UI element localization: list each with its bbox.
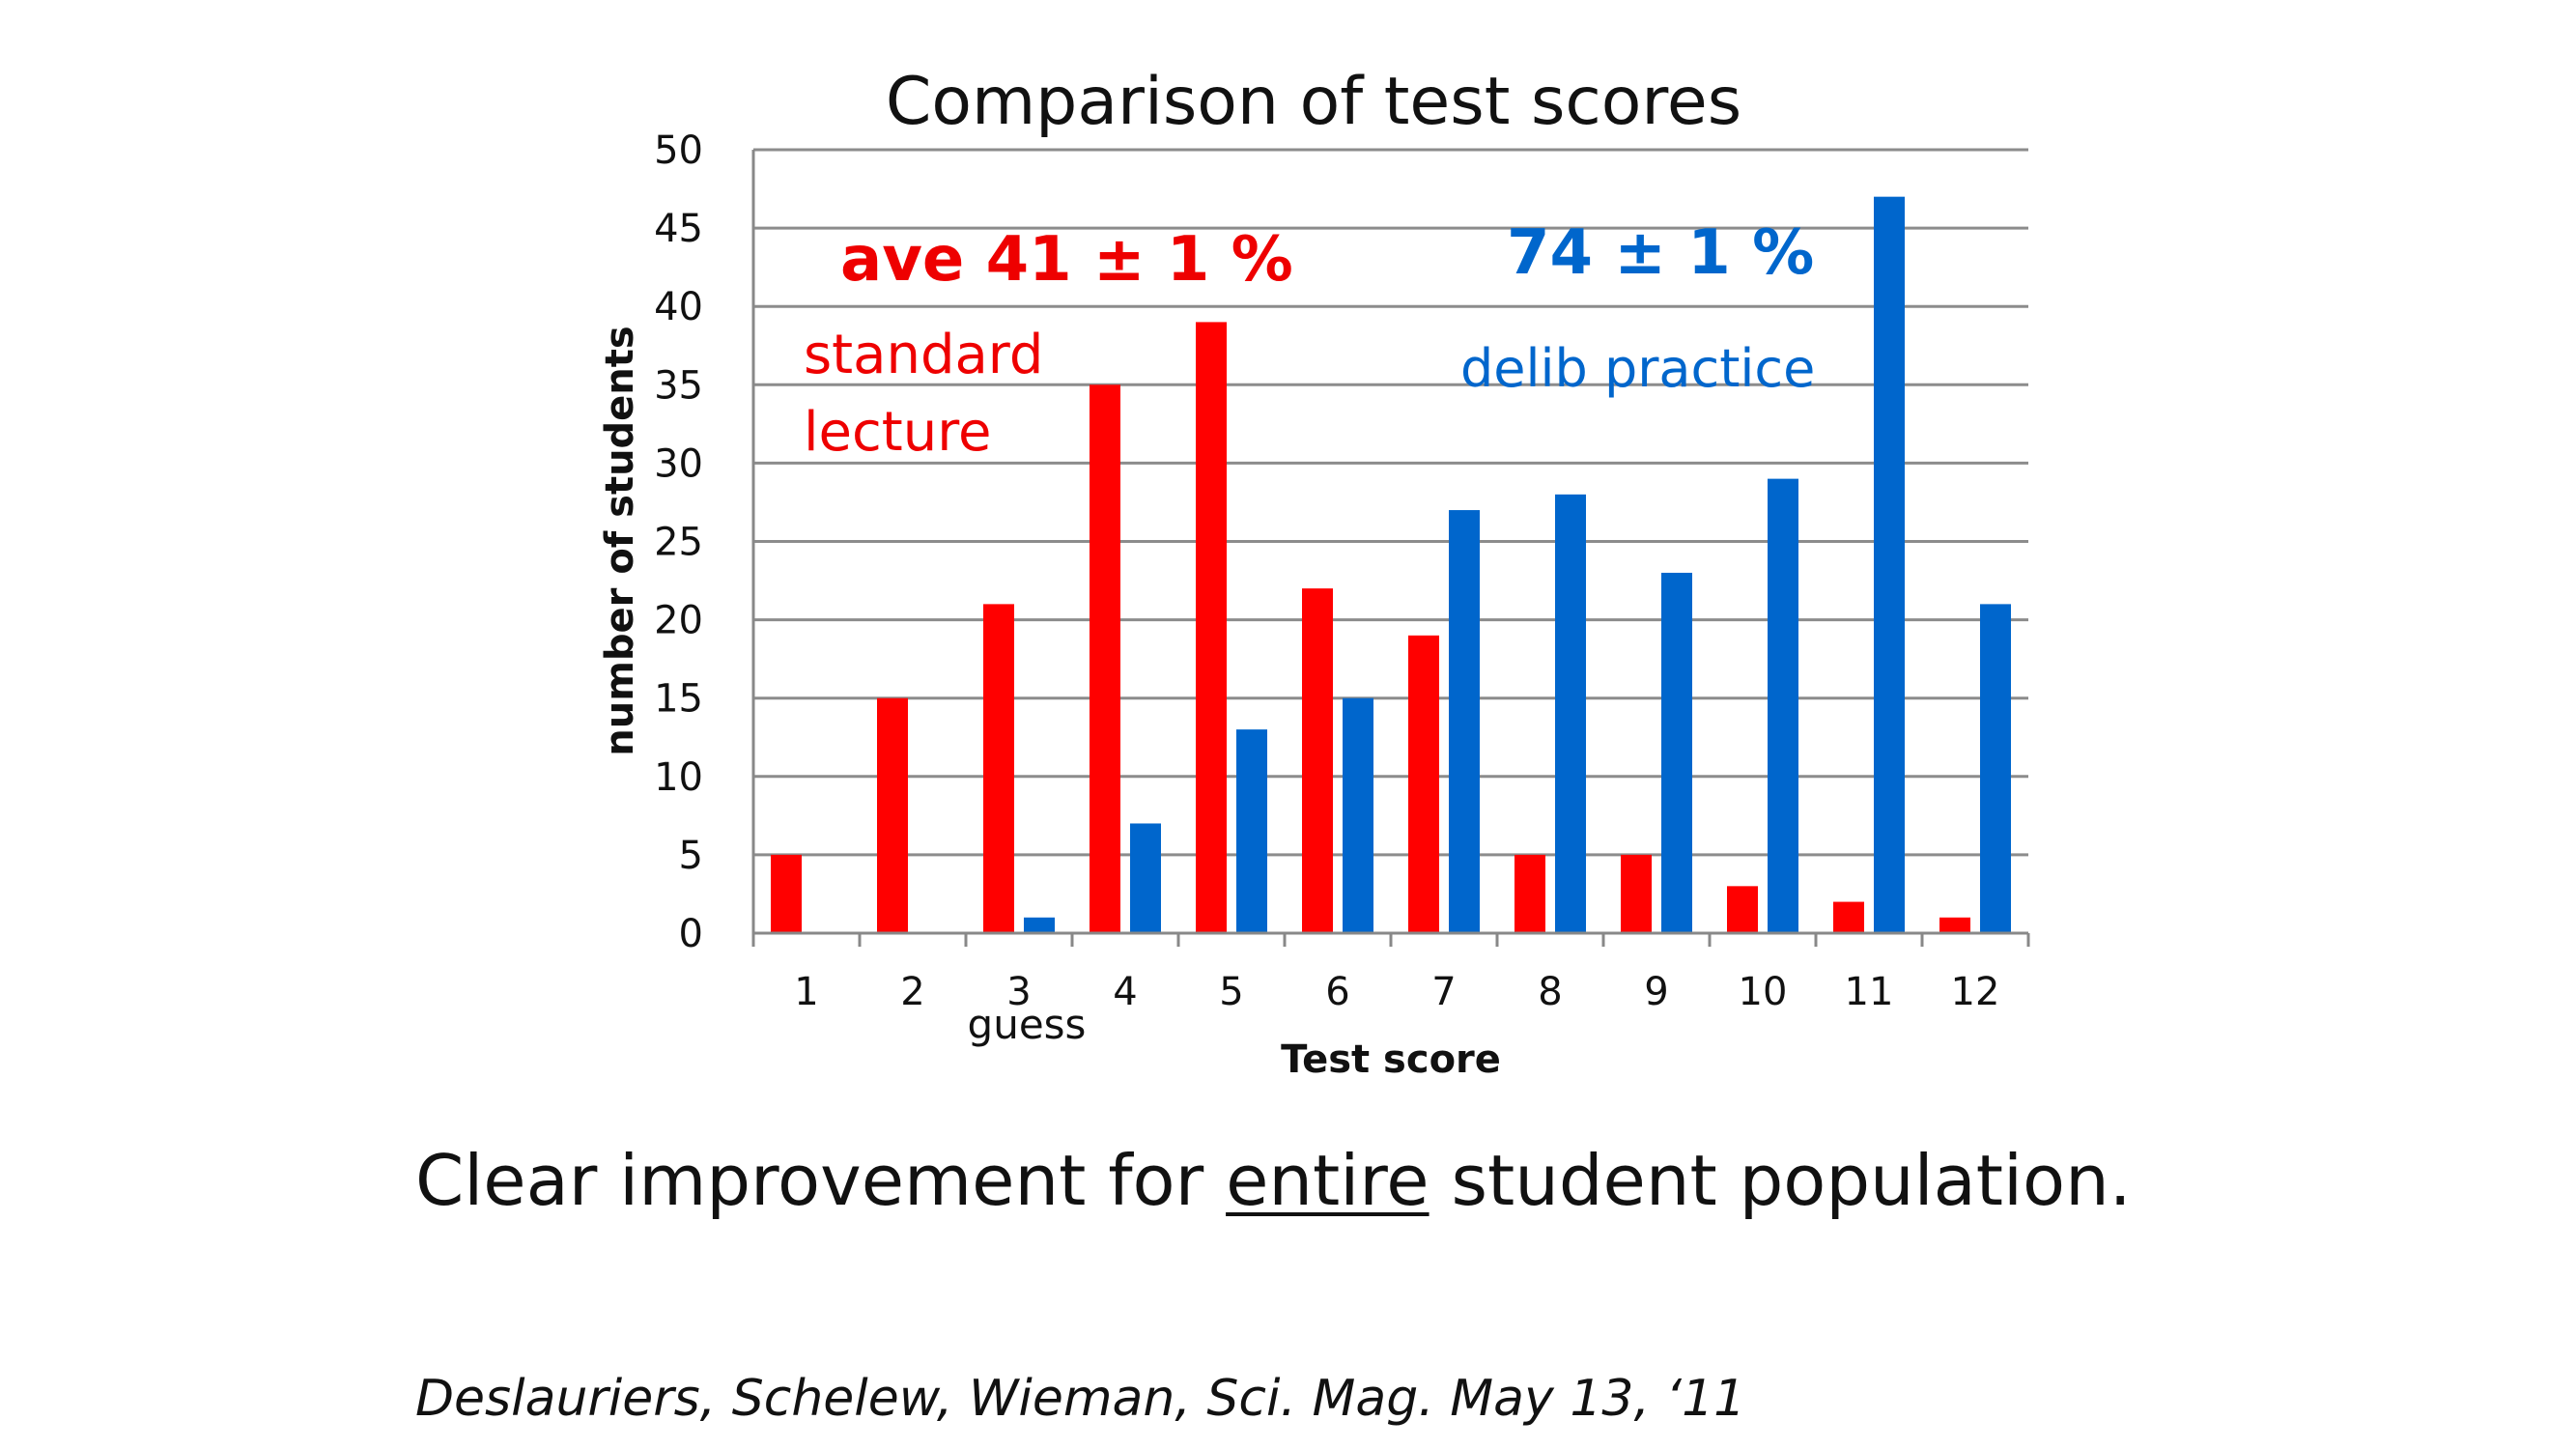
gridlines: [753, 148, 2028, 857]
red-bar-score-1: [771, 854, 802, 933]
red-bar-score-3: [983, 604, 1014, 933]
red-bar-score-6: [1302, 588, 1333, 933]
x-tick-label: 4: [1113, 970, 1137, 1014]
caption-after: student population.: [1429, 1140, 2132, 1221]
chart-title: Comparison of test scores: [886, 64, 1741, 140]
blue-bar-score-9: [1661, 572, 1692, 933]
x-tick-label: 7: [1431, 970, 1456, 1014]
x-tick-label: 10: [1739, 970, 1788, 1014]
y-tick-label: 20: [654, 599, 703, 643]
x-tick-label: 8: [1538, 970, 1562, 1014]
y-tick-label: 35: [654, 363, 703, 408]
y-tick-label: 0: [679, 912, 703, 956]
y-tick-labels: 0 5 10 15 20 25 30 35 40 45 50: [654, 128, 703, 956]
bars: [771, 196, 2011, 933]
red-label-line1: standard: [804, 324, 1043, 386]
caption: Clear improvement for entire student pop…: [415, 1140, 2132, 1221]
blue-label: delib practice: [1460, 338, 1815, 399]
y-tick-label: 50: [654, 128, 703, 173]
caption-underlined: entire: [1226, 1140, 1430, 1221]
blue-bar-score-11: [1874, 196, 1905, 933]
x-tick-label: 1: [794, 970, 818, 1014]
guess-annotation: guess: [968, 1001, 1087, 1048]
red-label-line2: lecture: [804, 401, 992, 464]
red-average-annotation: ave 41 ± 1 %: [840, 224, 1293, 296]
x-tick-label: 11: [1845, 970, 1894, 1014]
blue-bar-score-7: [1449, 510, 1480, 933]
x-axis-label: Test score: [1281, 1037, 1501, 1082]
x-tick-labels: 1 2 3 4 5 6 7 8 9 10 11 12: [794, 970, 1999, 1014]
citation: Deslauriers, Schelew, Wieman, Sci. Mag. …: [415, 1370, 1746, 1428]
red-bar-score-5: [1196, 322, 1227, 933]
y-tick-label: 30: [654, 441, 703, 486]
y-tick-label: 15: [654, 677, 703, 722]
red-bar-score-9: [1621, 854, 1652, 933]
y-tick-label: 25: [654, 521, 703, 565]
y-tick-label: 40: [654, 285, 703, 329]
blue-bar-score-10: [1768, 478, 1798, 933]
y-axis-label: number of students: [598, 326, 642, 755]
caption-before: Clear improvement for: [415, 1140, 1227, 1221]
y-tick-label: 10: [654, 755, 703, 800]
blue-bar-score-12: [1980, 604, 2011, 933]
blue-bar-score-6: [1343, 697, 1373, 933]
x-tick-label: 3: [1006, 970, 1031, 1014]
red-bar-score-2: [877, 697, 908, 933]
blue-bar-score-3: [1024, 917, 1055, 933]
y-tick-label: 5: [679, 834, 703, 878]
y-tick-label: 45: [654, 207, 703, 251]
red-bar-score-4: [1090, 384, 1120, 933]
axes: [751, 150, 2030, 947]
blue-average-annotation: 74 ± 1 %: [1507, 217, 1814, 289]
red-bar-score-10: [1727, 886, 1758, 933]
x-tick-label: 2: [900, 970, 924, 1014]
blue-bar-score-4: [1130, 823, 1161, 933]
blue-bar-score-8: [1555, 494, 1586, 933]
blue-bar-score-5: [1236, 729, 1267, 933]
x-tick-label: 5: [1219, 970, 1243, 1014]
x-tick-label: 12: [1951, 970, 2000, 1014]
red-bar-score-7: [1408, 635, 1439, 933]
red-bar-score-12: [1939, 917, 1970, 933]
red-bar-score-8: [1514, 854, 1545, 933]
red-bar-score-11: [1833, 901, 1864, 933]
x-tick-label: 9: [1644, 970, 1668, 1014]
x-tick-label: 6: [1325, 970, 1349, 1014]
